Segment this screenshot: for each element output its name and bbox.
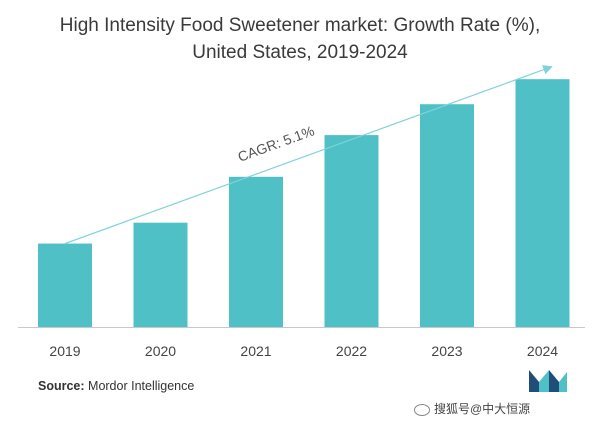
bar-2024 xyxy=(515,79,570,327)
x-tick-label-2022: 2022 xyxy=(336,343,367,359)
x-tick-label-2020: 2020 xyxy=(145,343,176,359)
source-name: Mordor Intelligence xyxy=(88,379,195,393)
bar-2020 xyxy=(133,222,188,327)
x-tick-label-2019: 2019 xyxy=(49,343,80,359)
x-tick-label-2024: 2024 xyxy=(527,343,558,359)
watermark: 搜狐号@中大恒源 xyxy=(414,400,530,417)
bar-2023 xyxy=(420,104,474,327)
cagr-annotation: CAGR: 5.1% xyxy=(236,122,317,164)
source-label: Source: xyxy=(38,379,85,393)
source-note: Source: Mordor Intelligence xyxy=(38,379,194,393)
x-tick-label-2021: 2021 xyxy=(240,343,271,359)
bar-2019 xyxy=(38,243,92,327)
cagr-trend-line xyxy=(64,65,553,245)
title-line-2: United States, 2019-2024 xyxy=(192,42,408,63)
chart-title: High Intensity Food Sweetener market: Gr… xyxy=(0,12,600,66)
bar-2021 xyxy=(229,176,283,327)
mordor-logo-icon xyxy=(529,370,567,392)
bar-2022 xyxy=(324,135,379,327)
weibo-icon xyxy=(414,403,430,416)
title-line-1: High Intensity Food Sweetener market: Gr… xyxy=(59,15,541,36)
watermark-text: 搜狐号@中大恒源 xyxy=(434,402,531,416)
x-tick-label-2023: 2023 xyxy=(431,343,462,359)
